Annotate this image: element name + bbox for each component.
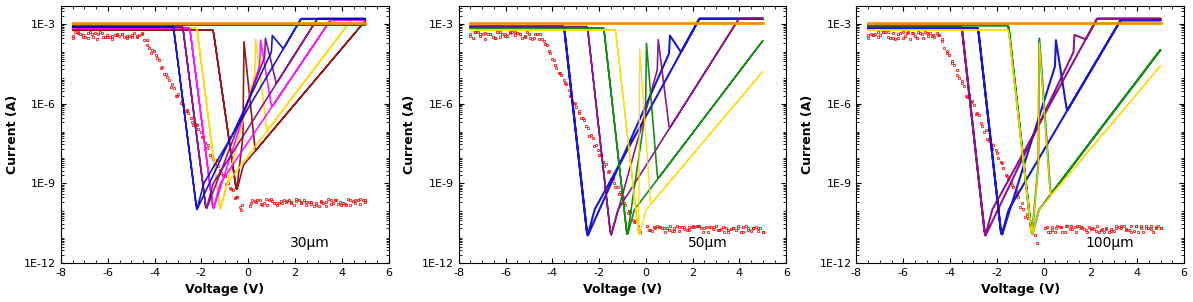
Y-axis label: Current (A): Current (A) [801,95,814,174]
Text: 100μm: 100μm [1086,236,1135,250]
Y-axis label: Current (A): Current (A) [403,95,416,174]
X-axis label: Voltage (V): Voltage (V) [981,284,1059,297]
Text: 50μm: 50μm [688,236,728,250]
Y-axis label: Current (A): Current (A) [6,95,19,174]
X-axis label: Voltage (V): Voltage (V) [185,284,265,297]
Text: 30μm: 30μm [290,236,330,250]
X-axis label: Voltage (V): Voltage (V) [583,284,662,297]
